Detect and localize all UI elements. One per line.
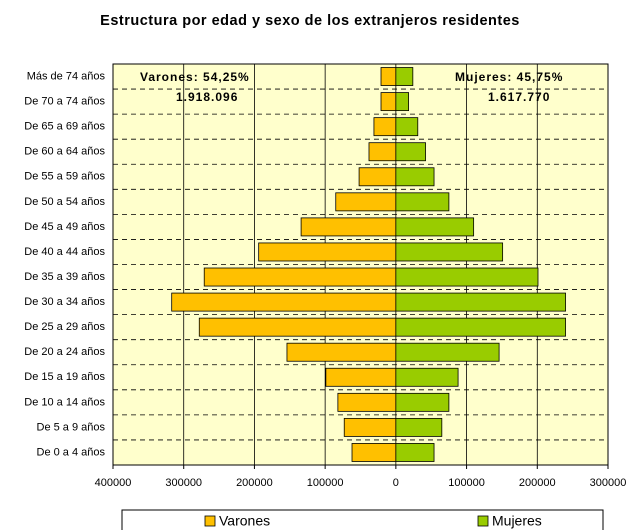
bar [198,317,397,337]
bar [395,242,504,262]
y-tick-label: De 30 a 34 años [24,296,105,308]
bar [171,292,397,312]
bar [368,142,397,162]
y-tick-label: De 65 a 69 años [24,121,105,133]
y-tick-label: De 15 a 19 años [24,371,105,383]
bar [335,192,397,212]
bar [286,342,397,362]
legend-swatch [204,515,216,527]
y-tick-label: De 60 a 64 años [24,146,105,158]
y-tick-label: De 45 a 49 años [24,221,105,233]
x-tick-label: 100000 [307,477,344,489]
y-tick-label: Más de 74 años [27,70,106,82]
bar [395,417,443,437]
bar [395,67,414,86]
y-tick-label: De 25 a 29 años [24,321,105,333]
bar [395,342,500,362]
bar [395,292,566,312]
y-tick-label: De 40 a 44 años [24,246,105,258]
bar [300,217,397,237]
y-tick-label: De 10 a 14 años [24,396,105,408]
bar [395,317,566,337]
x-tick-label: 400000 [95,477,132,489]
annotation: 1.617.770 [488,90,550,104]
bar [343,417,397,437]
x-tick-label: 200000 [519,477,556,489]
y-tick-label: De 35 a 39 años [24,271,105,283]
bar [325,367,397,387]
y-tick-label: De 70 a 74 años [24,96,105,108]
bar [395,117,419,137]
y-tick-label: De 0 a 4 años [37,446,106,458]
y-tick-label: De 5 a 9 años [37,421,106,433]
bar [373,117,397,137]
y-tick-label: De 55 a 59 años [24,171,105,183]
bar [395,167,435,187]
chart-title: Estructura por edad y sexo de los extran… [100,13,520,29]
bar [358,167,397,187]
x-tick-label: 100000 [448,477,485,489]
legend-label: Mujeres [492,513,542,529]
x-tick-label: 300000 [165,477,202,489]
x-tick-label: 200000 [236,477,273,489]
y-tick-label: De 50 a 54 años [24,196,105,208]
bar [395,367,459,387]
bar [395,92,409,112]
annotation: Mujeres: 45,75% [455,70,563,84]
x-tick-label: 300000 [590,477,627,489]
legend-swatch [477,515,489,527]
bar [395,392,450,412]
bar [203,267,397,287]
bar [395,217,475,237]
bar [395,142,426,162]
x-tick-label: 0 [393,477,399,489]
y-tick-label: De 20 a 24 años [24,346,105,358]
bar [395,443,435,462]
annotation: Varones: 54,25% [140,70,250,84]
bar [380,92,397,112]
bar [380,67,397,86]
bar [395,267,539,287]
bar [258,242,397,262]
legend-label: Varones [219,513,270,529]
bar [395,192,450,212]
bar [337,392,397,412]
bar [351,443,397,462]
annotation: 1.918.096 [176,90,238,104]
